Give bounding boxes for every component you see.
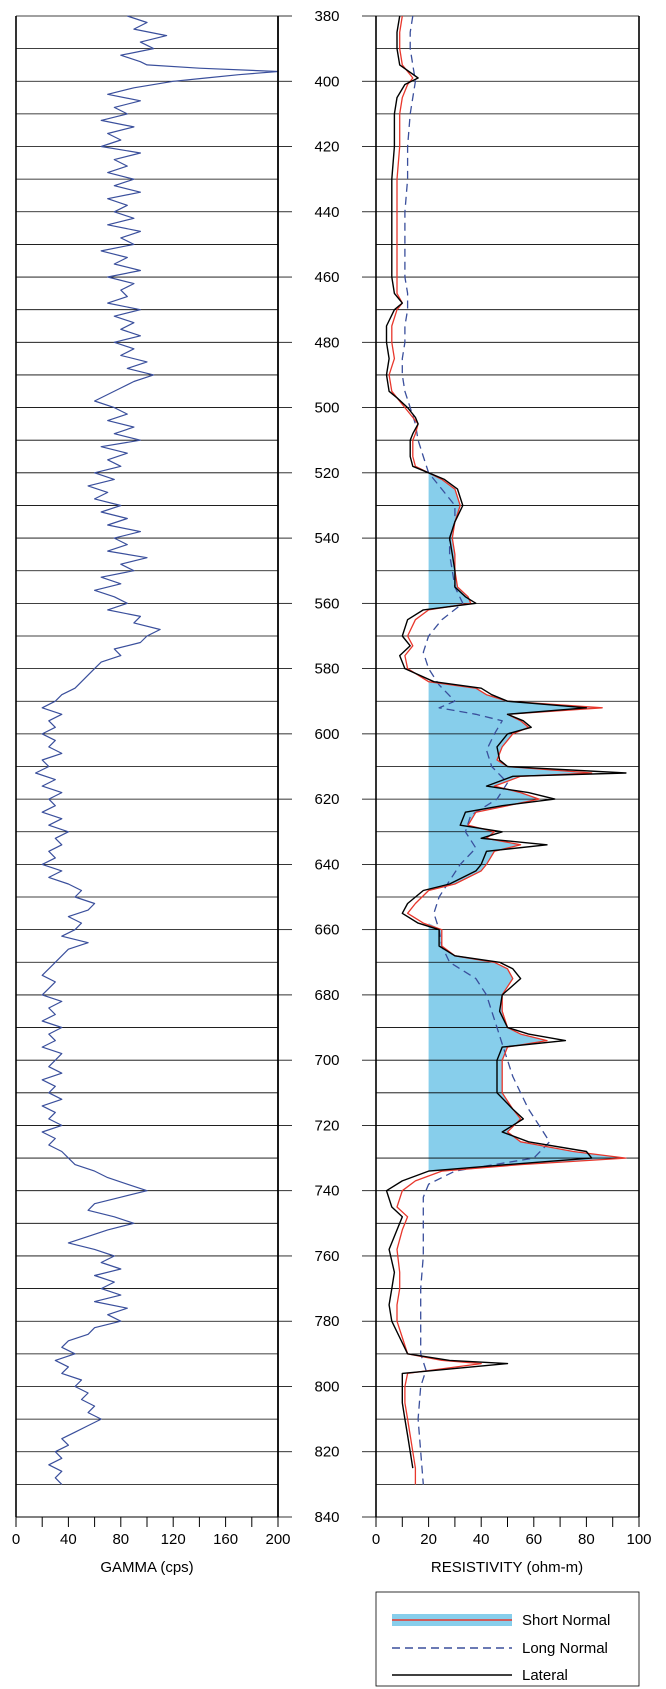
gamma-tick-label: 0 xyxy=(12,1531,20,1548)
depth-tick-label: 520 xyxy=(314,465,339,482)
depth-tick-label: 720 xyxy=(314,1117,339,1134)
resistivity-tick-label: 100 xyxy=(626,1531,651,1548)
gamma-panel: 0 40 80 120 160 200 GAMMA (cps) xyxy=(12,15,291,1576)
depth-tick-label: 480 xyxy=(314,334,339,351)
depth-tick-label: 580 xyxy=(314,661,339,678)
legend-label-lateral: Lateral xyxy=(522,1667,568,1684)
depth-tick-label: 380 xyxy=(314,8,339,25)
legend-label-short-normal: Short Normal xyxy=(522,1612,610,1629)
series-line-long-normal xyxy=(401,15,551,1485)
depth-tick-label: 700 xyxy=(314,1052,339,1069)
depth-tick-label: 820 xyxy=(314,1444,339,1461)
gamma-tick-label: 40 xyxy=(60,1531,77,1548)
resistivity-shaded-area xyxy=(428,472,626,1172)
depth-axis: 380 400 420 440 460 480 500 520 540 560 580 600 620 6… xyxy=(278,8,376,1526)
resistivity-tick-label: 40 xyxy=(473,1531,490,1548)
legend-items: Short Normal Long Normal Lateral xyxy=(392,1612,610,1684)
depth-tick-label: 680 xyxy=(314,987,339,1004)
resistivity-x-axis-label: RESISTIVITY (ohm-m) xyxy=(431,1559,583,1576)
resistivity-tick-label: 80 xyxy=(578,1531,595,1548)
legend: Short Normal Long Normal Lateral xyxy=(375,1591,640,1687)
series-line-lateral xyxy=(385,15,627,1469)
resistivity-panel: 0 20 40 60 80 100 RESISTIVITY (ohm-m) xyxy=(372,15,652,1576)
resistivity-shading xyxy=(428,472,626,1172)
depth-tick-label: 740 xyxy=(314,1183,339,1200)
legend-box xyxy=(375,1591,640,1687)
depth-tick-label: 660 xyxy=(314,922,339,939)
resistivity-x-ticks: 0 20 40 60 80 100 xyxy=(372,1516,652,1548)
gamma-series-line xyxy=(35,15,279,1485)
series-line-short-normal xyxy=(388,15,627,1485)
resistivity-tick-label: 20 xyxy=(420,1531,437,1548)
depth-tick-label: 460 xyxy=(314,269,339,286)
gamma-tick-label: 160 xyxy=(213,1531,238,1548)
depth-tick-label: 600 xyxy=(314,726,339,743)
depth-tick-label: 840 xyxy=(314,1509,339,1526)
resistivity-tick-label: 0 xyxy=(372,1531,380,1548)
depth-tick-label: 800 xyxy=(314,1378,339,1395)
depth-tick-label: 760 xyxy=(314,1248,339,1265)
depth-tick-label: 400 xyxy=(314,73,339,90)
depth-tick-label: 540 xyxy=(314,530,339,547)
gamma-tick-label: 200 xyxy=(265,1531,290,1548)
gamma-series-group xyxy=(35,15,279,1485)
gamma-gridlines xyxy=(16,15,278,1518)
resistivity-series-group xyxy=(385,15,627,1485)
gamma-x-ticks: 0 40 80 120 160 200 xyxy=(12,1516,291,1548)
depth-tick-label: 440 xyxy=(314,204,339,221)
depth-tick-label: 500 xyxy=(314,400,339,417)
legend-label-long-normal: Long Normal xyxy=(522,1640,608,1657)
depth-tick-label: 560 xyxy=(314,595,339,612)
depth-tick-label: 420 xyxy=(314,139,339,156)
gamma-tick-label: 120 xyxy=(161,1531,186,1548)
gamma-x-axis-label: GAMMA (cps) xyxy=(100,1559,193,1576)
gamma-tick-label: 80 xyxy=(112,1531,129,1548)
depth-tick-label: 640 xyxy=(314,856,339,873)
resistivity-tick-label: 60 xyxy=(525,1531,542,1548)
depth-tick-label: 620 xyxy=(314,791,339,808)
resistivity-gridlines xyxy=(376,15,639,1518)
depth-tick-label: 780 xyxy=(314,1313,339,1330)
